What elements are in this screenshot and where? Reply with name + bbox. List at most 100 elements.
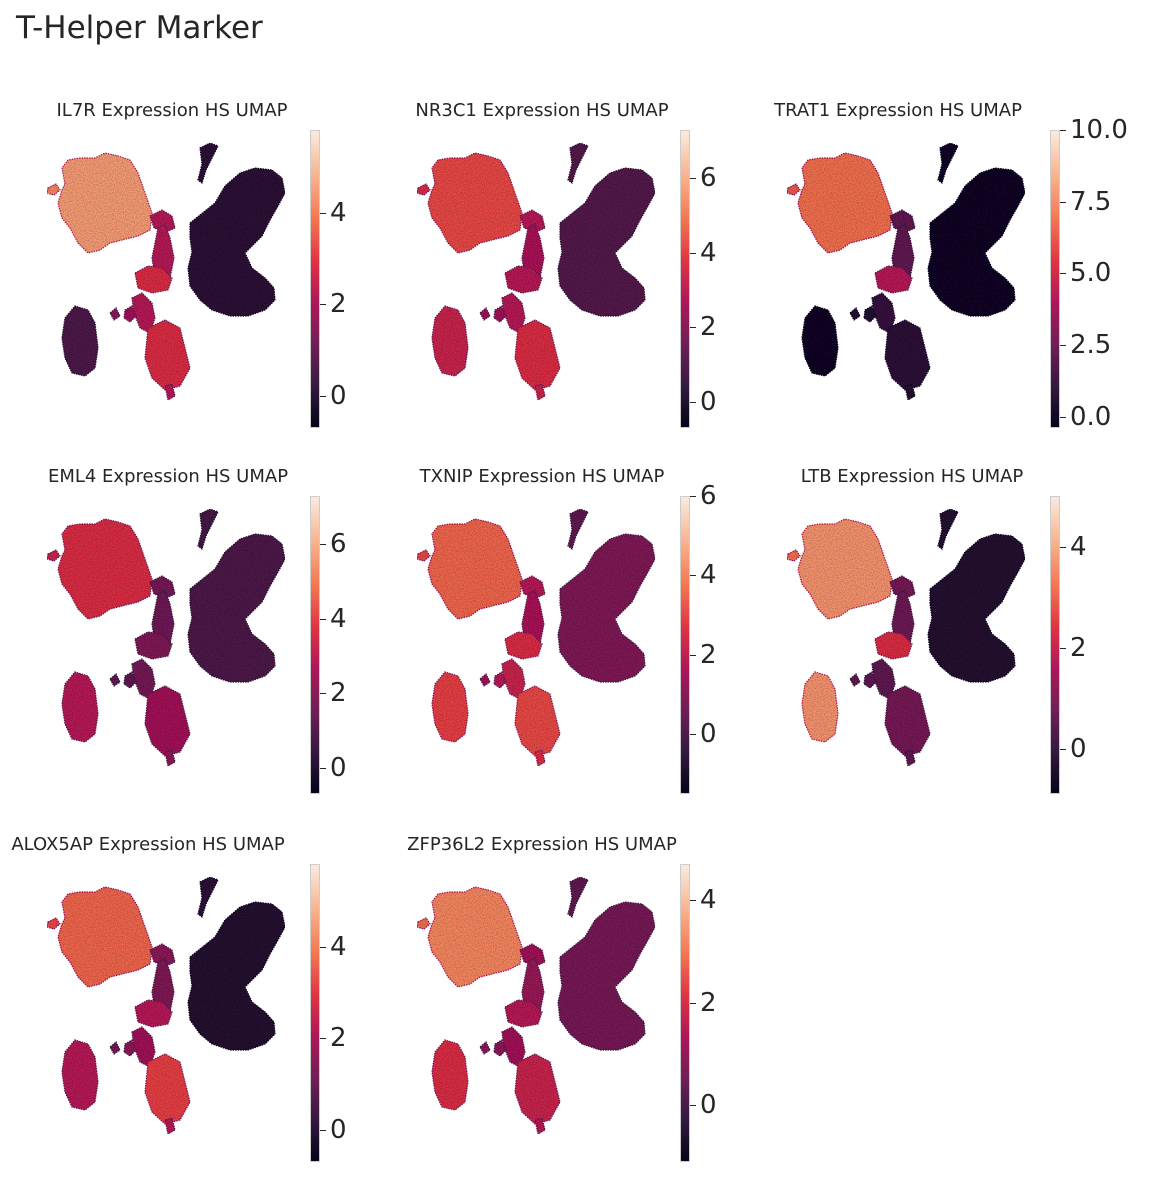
cluster-myeloid [187,533,286,683]
umap-scatter [416,142,656,401]
colorbar-tick [690,1002,696,1004]
colorbar: 0 2 4 6 [680,483,730,794]
colorbar-tick-label: 0 [330,1114,347,1145]
cluster-top-streak [197,142,219,184]
cluster-bottom-right [884,319,931,391]
colorbar-tick [320,304,326,306]
colorbar-gradient [310,864,320,1162]
colorbar-tick-label: 0 [1070,733,1087,764]
umap-scatter [46,876,286,1135]
cluster-tcell-main [57,886,153,988]
cluster-tiny-a [109,1041,121,1055]
colorbar-tick-label: 0.0 [1070,401,1112,432]
cluster-myeloid [557,533,656,683]
cluster-bridge [874,631,913,660]
colorbar-tick [690,734,696,736]
colorbar-tick [690,401,696,403]
colorbar-gradient [310,130,320,428]
cluster-mid-small [149,943,176,967]
cluster-bottom-right [144,685,191,757]
colorbar-tick-label: 6 [700,163,717,194]
cluster-left-small [61,671,99,743]
cluster-left-small [61,1039,99,1111]
umap-panel-1: IL7R Expression HS UMAP 0 2 4 [0,100,360,440]
cluster-bridge [504,631,543,660]
colorbar-gradient [1050,496,1060,794]
colorbar: 0 2 4 6 [680,130,730,428]
panel-title: NR3C1 Expression HS UMAP [415,100,669,121]
colorbar-tick [1060,130,1066,131]
cluster-bottom-right [884,685,931,757]
cluster-tcell-spot [416,549,431,562]
cluster-left-small [431,305,469,377]
umap-panel-2: NR3C1 Expression HS UMAP 0 2 4 6 [370,100,730,440]
cluster-tiny-b [123,305,137,323]
umap-scatter [786,508,1026,767]
colorbar-tick [1060,647,1066,649]
colorbar-tick [320,395,326,397]
colorbar-tick-label: 4 [1070,531,1087,562]
colorbar: 0 2 4 [310,864,360,1162]
umap-scatter [416,876,656,1135]
cluster-mid-small [519,943,546,967]
colorbar-tick [690,178,696,180]
umap-panel-5: TXNIP Expression HS UMAP 0 2 4 6 [370,466,730,806]
cluster-tiny-a [479,307,491,321]
colorbar-tick-label: 0 [700,719,717,750]
cluster-tiny-b [493,671,507,689]
panel-title: LTB Expression HS UMAP [800,466,1024,487]
colorbar-tick [320,946,326,948]
colorbar-tick-label: 2 [330,289,347,320]
cluster-tiny-b [493,305,507,323]
umap-scatter [46,142,286,401]
cluster-bottom-tail [164,749,176,767]
cluster-tcell-main [57,518,153,620]
cluster-tiny-a [109,673,121,687]
cluster-top-streak [937,508,959,550]
cluster-tcell-spot [46,183,61,196]
colorbar: 0 2 4 [310,130,360,428]
cluster-top-streak [937,142,959,184]
colorbar-tick-label: 4 [700,237,717,268]
cluster-bottom-tail [904,749,916,767]
cluster-tiny-a [479,1041,491,1055]
panel-title: ALOX5AP Expression HS UMAP [11,834,285,855]
colorbar: 0.0 2.5 5.0 7.5 10.0 [1050,117,1128,430]
colorbar-tick [320,767,326,769]
colorbar-tick [320,618,326,620]
colorbar-tick-label: 4 [700,884,717,915]
cluster-top-streak [567,142,589,184]
cluster-tcell-main [427,886,523,988]
cluster-mid-small [889,209,916,233]
cluster-tcell-spot [46,917,61,930]
colorbar-tick-label: 2 [700,312,717,343]
colorbar-tick-label: 7.5 [1070,186,1112,217]
cluster-tiny-b [493,1039,507,1057]
cluster-bridge [874,265,913,294]
cluster-mid-small [889,575,916,599]
cluster-top-streak [197,876,219,918]
cluster-bottom-tail [534,749,546,767]
cluster-bottom-tail [164,1117,176,1135]
cluster-tiny-a [479,673,491,687]
cluster-tcell-spot [416,917,431,930]
cluster-bottom-right [514,319,561,391]
cluster-left-small [801,305,839,377]
colorbar-tick [1060,748,1066,750]
colorbar-tick [320,212,326,214]
umap-panel-3: TRAT1 Expression HS UMAP 0.0 2.5 5.0 7.5 10.0 [740,100,1128,440]
colorbar-tick-label: 4 [330,603,347,634]
colorbar-tick [690,654,696,656]
colorbar-tick-label: 6 [700,481,717,511]
cluster-myeloid [187,901,286,1051]
cluster-bridge [504,999,543,1028]
colorbar-tick [1060,416,1066,418]
cluster-tiny-b [863,671,877,689]
colorbar-tick-label: 0 [700,1090,717,1121]
colorbar-tick [690,1105,696,1107]
cluster-tiny-a [109,307,121,321]
panel-title: TRAT1 Expression HS UMAP [774,100,1022,121]
cluster-mid-small [519,575,546,599]
colorbar-gradient [680,130,690,428]
colorbar-tick-label: 0 [700,386,717,417]
